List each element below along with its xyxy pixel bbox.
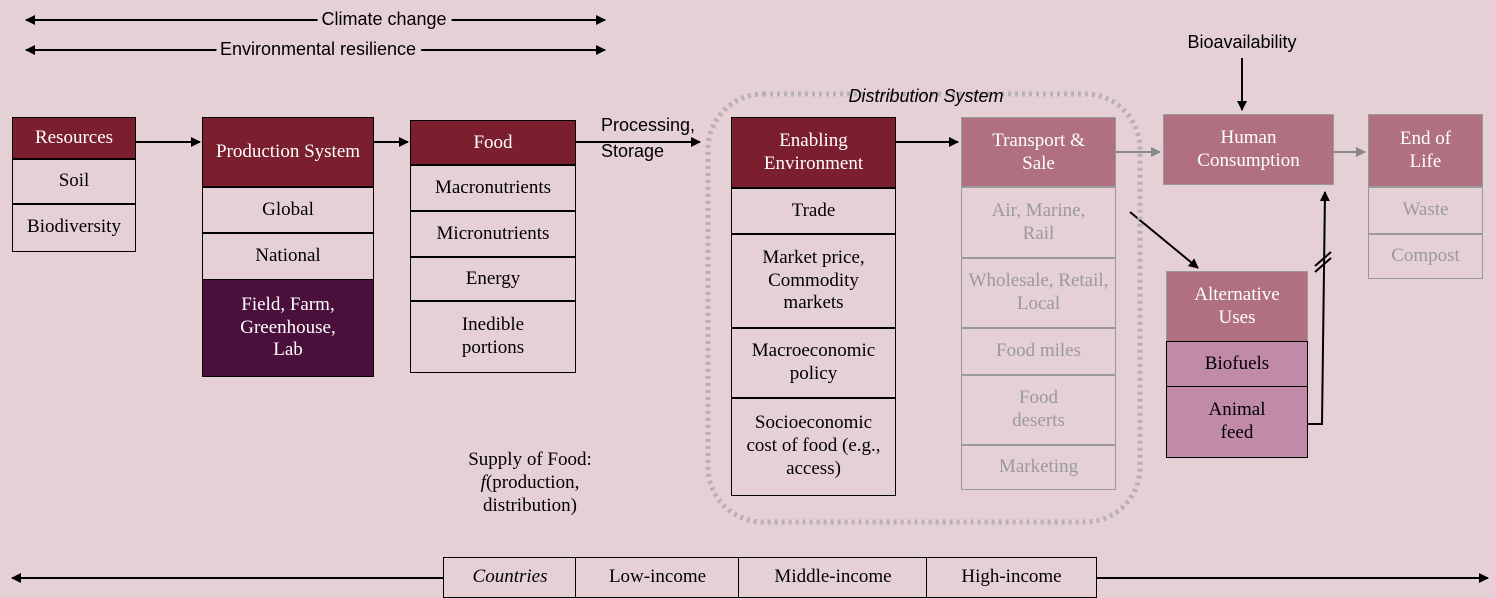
label: Processing, xyxy=(601,115,695,135)
arrow-label: Climate change xyxy=(321,9,446,29)
note-line: distribution) xyxy=(483,494,577,516)
block-item: Waste xyxy=(1368,186,1483,235)
block-item: Biofuels xyxy=(1166,341,1308,388)
table-cell: High-income xyxy=(926,557,1097,598)
block-item: Air, Marine, Rail xyxy=(961,186,1116,259)
arrow xyxy=(1129,211,1199,269)
block-item: Micronutrients xyxy=(410,210,576,258)
break-mark xyxy=(1314,251,1332,267)
block-item: Food miles xyxy=(961,327,1116,376)
note-text: (production, xyxy=(485,471,580,493)
block-item: Socioeconomic cost of food (e.g., access… xyxy=(731,397,896,496)
block-item: Trade xyxy=(731,187,896,235)
block-item: Biodiversity xyxy=(12,203,136,252)
block-item: Energy xyxy=(410,256,576,302)
block-item: Wholesale, Retail, Local xyxy=(961,257,1116,329)
block-item: Inedible portions xyxy=(410,300,576,373)
block-header: Enabling Environment xyxy=(731,117,896,189)
block-header: Alternative Uses xyxy=(1166,271,1308,343)
distribution-boundary xyxy=(705,91,1143,525)
note-line: Supply of Food: xyxy=(468,449,592,470)
block-item: Market price, Commodity markets xyxy=(731,233,896,329)
note-line: f(production, xyxy=(440,472,620,495)
block-item: Compost xyxy=(1368,233,1483,279)
arrow xyxy=(1308,191,1330,425)
block-item: Macroeconomic policy xyxy=(731,327,896,399)
table-cell: Middle-income xyxy=(738,557,928,598)
block-item: Macronutrients xyxy=(410,164,576,212)
block-header: Production System xyxy=(202,117,374,188)
group-title: Distribution System xyxy=(848,86,1003,106)
block-item: Food deserts xyxy=(961,374,1116,446)
block-header: End of Life xyxy=(1368,114,1483,188)
block-item: National xyxy=(202,232,374,281)
label: Storage xyxy=(601,141,664,161)
block-item: Global xyxy=(202,186,374,234)
label: Bioavailability xyxy=(1187,32,1296,52)
arrow-label: Environmental resilience xyxy=(220,39,416,59)
block-item: Animal feed xyxy=(1166,386,1308,458)
block-header: Resources xyxy=(12,117,136,160)
note-symbol: f xyxy=(480,471,486,493)
table-cell: Countries xyxy=(443,557,577,598)
block-item: Soil xyxy=(12,158,136,205)
block-header: Human Consumption xyxy=(1163,114,1334,185)
block-header: Food xyxy=(410,120,576,166)
break-mark xyxy=(1314,257,1332,273)
note: Supply of Food: f(production, distributi… xyxy=(440,449,620,517)
table-cell: Low-income xyxy=(575,557,740,598)
block-header: Transport & Sale xyxy=(961,117,1116,188)
block-item: Field, Farm, Greenhouse, Lab xyxy=(202,279,374,377)
block-item: Marketing xyxy=(961,444,1116,490)
